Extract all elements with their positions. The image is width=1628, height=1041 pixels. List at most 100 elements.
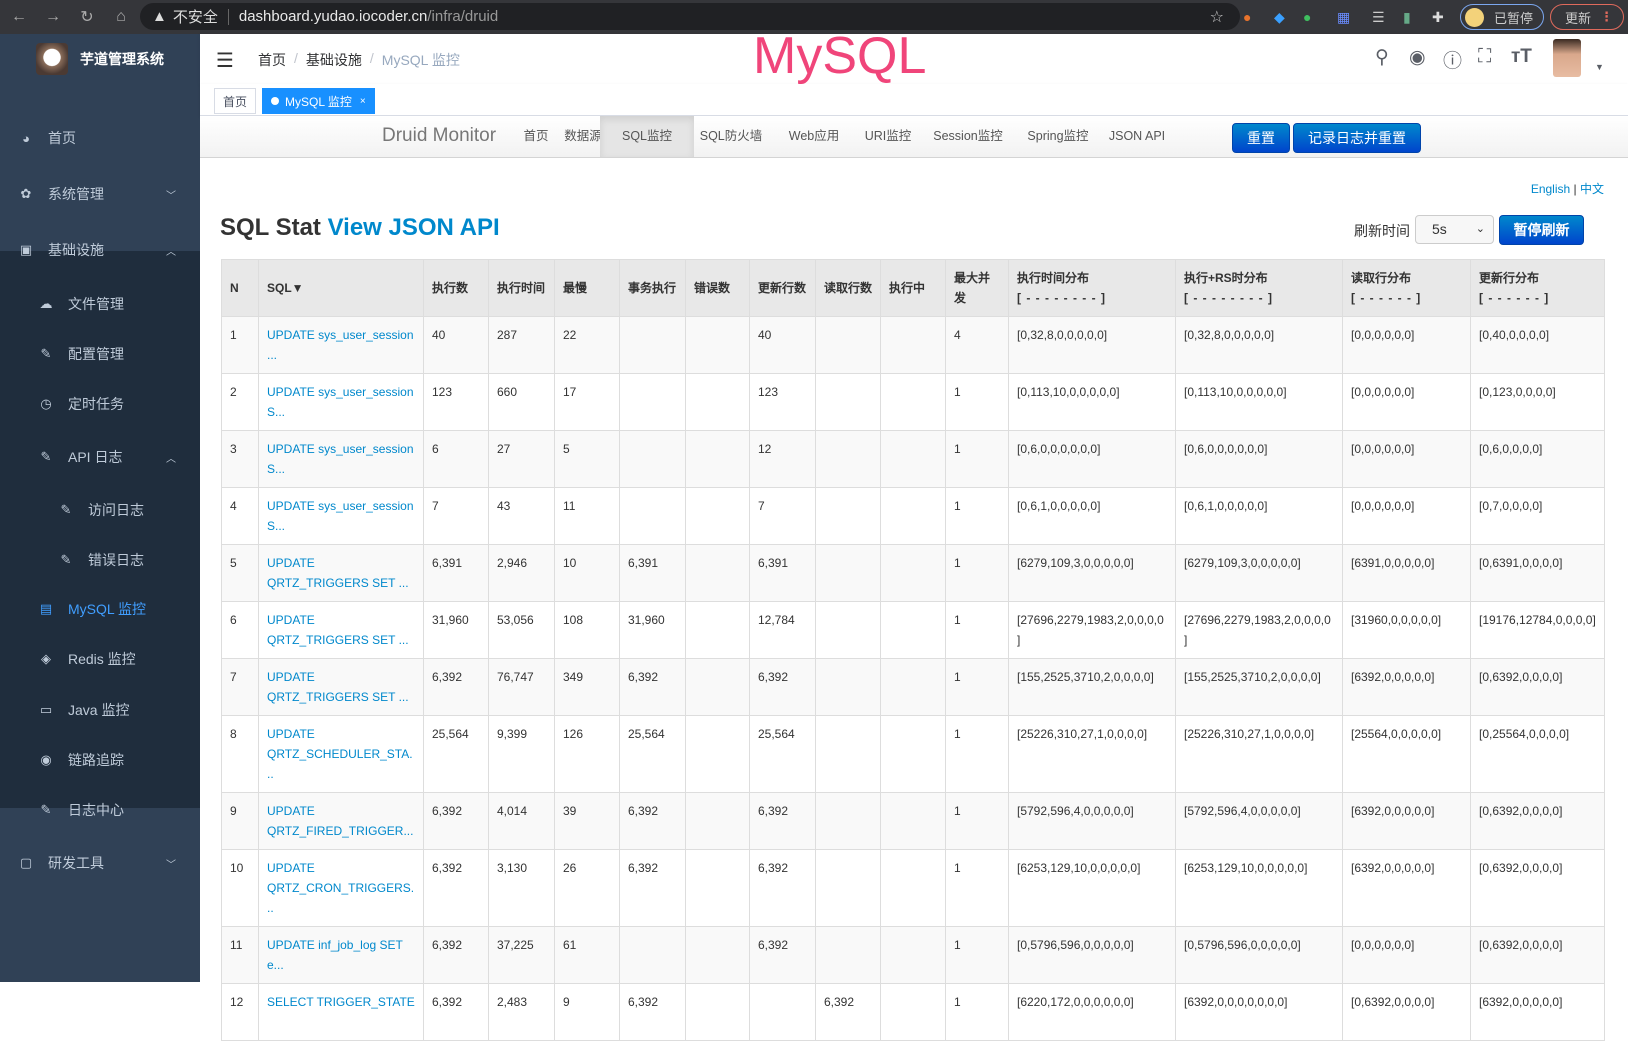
refresh-interval-select[interactable]: 5s ⌄ — [1415, 215, 1494, 244]
fullscreen-icon[interactable]: ⛶ — [1478, 46, 1492, 67]
table-cell: 5 — [221, 544, 259, 602]
sql-link[interactable]: UPDATE sys_user_session S... — [267, 442, 414, 476]
puzzle-icon[interactable]: ✚ — [1432, 8, 1444, 25]
table-cell: [0,6,0,0,0,0,0,0] — [1008, 430, 1176, 488]
sidebar-item-0[interactable]: ◕ 首页 — [0, 112, 200, 164]
app-logo[interactable]: 芋道管理系统 — [0, 34, 200, 84]
sidebar-item-8[interactable]: ✎ 错误日志 — [0, 534, 200, 586]
address-bar[interactable]: ▲ 不安全 dashboard.yudao.iocoder.cn/infra/d… — [140, 3, 1240, 30]
dashboard-icon: ◕ — [22, 130, 30, 146]
column-header[interactable]: SQL▼ — [258, 259, 424, 317]
header-range: [ - - - - - - ] — [1351, 291, 1422, 305]
lang-english[interactable]: English — [1530, 182, 1571, 196]
log-icon: ✎ — [40, 802, 52, 817]
extension-icon[interactable]: ▦ — [1337, 8, 1351, 25]
search-icon[interactable]: ⚲ — [1375, 47, 1389, 68]
back-icon[interactable]: ← — [11, 8, 27, 25]
bookmark-star-icon[interactable]: ☆ — [1209, 8, 1224, 26]
chevron-up-icon: ︿ — [166, 453, 176, 465]
breadcrumb-home[interactable]: 首页 — [258, 52, 286, 68]
table-cell — [685, 926, 750, 984]
sidebar-item-2[interactable]: ▣ 基础设施 ︿ — [0, 224, 200, 276]
caret-down-icon[interactable]: ▼ — [1595, 62, 1604, 72]
sidebar-item-1[interactable]: ✿ 系统管理 ﹀ — [0, 168, 200, 220]
druid-nav-5[interactable]: URI监控 — [864, 129, 912, 143]
druid-nav-8[interactable]: JSON API — [1108, 129, 1166, 143]
druid-nav-1[interactable]: 数据源 — [564, 129, 602, 143]
druid-nav-4[interactable]: Web应用 — [788, 129, 840, 143]
sidebar-item-12[interactable]: ◉ 链路追踪 — [0, 734, 200, 786]
sidebar-item-14[interactable]: ▢ 研发工具 ﹀ — [0, 837, 200, 889]
table-cell: UPDATE QRTZ_FIRED_TRIGGER... — [258, 792, 424, 850]
sidebar-item-6[interactable]: ✎ API 日志 ︿ — [0, 431, 200, 483]
druid-nav-0[interactable]: 首页 — [523, 129, 549, 143]
table-cell: 1 — [945, 658, 1009, 716]
table-cell: 76,747 — [488, 658, 555, 716]
extension-icon[interactable]: ▮ — [1403, 8, 1411, 25]
user-avatar[interactable] — [1553, 39, 1581, 77]
help-icon[interactable]: ⓘ — [1443, 51, 1463, 72]
sql-link[interactable]: SELECT TRIGGER_STATE — [267, 995, 415, 1009]
breadcrumb-infra[interactable]: 基础设施 — [305, 52, 362, 68]
header-label: 最大并发 — [954, 271, 991, 305]
hamburger-icon[interactable]: ☰ — [216, 50, 234, 72]
sql-link[interactable]: UPDATE QRTZ_TRIGGERS SET ... — [267, 670, 409, 704]
log-and-reset-button[interactable]: 记录日志并重置 — [1293, 123, 1421, 153]
table-cell: UPDATE QRTZ_TRIGGERS SET ... — [258, 544, 424, 602]
more-icon: ⋮ — [1600, 9, 1613, 24]
druid-nav-3[interactable]: SQL防火墙 — [699, 129, 763, 143]
table-cell: [6279,109,3,0,0,0,0,0] — [1175, 544, 1343, 602]
sidebar-item-10[interactable]: ◈ Redis 监控 — [0, 633, 200, 685]
sidebar-item-9[interactable]: ▤ MySQL 监控 — [0, 583, 200, 635]
table-cell: 6,392 — [423, 849, 489, 927]
druid-brand[interactable]: Druid Monitor — [382, 125, 497, 146]
table-cell: [6392,0,0,0,0,0] — [1470, 983, 1605, 1041]
sql-link[interactable]: UPDATE QRTZ_SCHEDULER_STA... — [267, 727, 413, 781]
table-cell — [880, 544, 946, 602]
view-json-api-link[interactable]: View JSON API — [327, 214, 500, 241]
font-size-icon[interactable]: ᴛT — [1511, 46, 1532, 67]
sidebar-item-4[interactable]: ✎ 配置管理 — [0, 328, 200, 380]
forward-icon[interactable]: → — [45, 8, 61, 25]
druid-nav-2[interactable]: SQL监控 — [600, 116, 694, 157]
sql-link[interactable]: UPDATE sys_user_session S... — [267, 385, 414, 419]
table-cell: [6392,0,0,0,0,0] — [1342, 849, 1471, 927]
sql-link[interactable]: UPDATE sys_user_session ... — [267, 328, 414, 362]
table-cell: 10 — [554, 544, 620, 602]
sql-link[interactable]: UPDATE inf_job_log SET e... — [267, 938, 403, 972]
table-cell: [0,6,1,0,0,0,0,0] — [1008, 487, 1176, 545]
update-button[interactable]: 更新 ⋮ — [1550, 4, 1624, 30]
table-cell: [0,5796,596,0,0,0,0,0] — [1175, 926, 1343, 984]
extension-icon[interactable]: ☰ — [1372, 8, 1385, 25]
sql-link[interactable]: UPDATE QRTZ_TRIGGERS SET ... — [267, 613, 409, 647]
druid-nav-6[interactable]: Session监控 — [933, 129, 1003, 143]
table-cell: 25,564 — [423, 715, 489, 793]
sql-link[interactable]: UPDATE QRTZ_CRON_TRIGGERS... — [267, 861, 415, 915]
sidebar-item-7[interactable]: ✎ 访问日志 — [0, 484, 200, 536]
table-cell: 10 — [221, 849, 259, 927]
sql-link[interactable]: UPDATE sys_user_session S... — [267, 499, 414, 533]
sidebar-item-3[interactable]: ☁ 文件管理 — [0, 278, 200, 330]
pause-refresh-button[interactable]: 暂停刷新 — [1499, 215, 1584, 245]
sidebar-item-11[interactable]: ▭ Java 监控 — [0, 684, 200, 736]
submenu-background — [0, 251, 200, 808]
reload-icon[interactable]: ↻ — [80, 9, 94, 26]
close-icon[interactable]: × — [359, 95, 366, 107]
sql-link[interactable]: UPDATE QRTZ_TRIGGERS SET ... — [267, 556, 409, 590]
druid-nav-7[interactable]: Spring监控 — [1027, 129, 1089, 143]
home-icon[interactable]: ⌂ — [116, 8, 126, 25]
sidebar-item-13[interactable]: ✎ 日志中心 — [0, 784, 200, 836]
extension-icon[interactable]: ● — [1243, 9, 1252, 25]
table-cell: 6,392 — [619, 849, 686, 927]
extension-icon[interactable]: ● — [1303, 9, 1312, 25]
extension-icon[interactable]: ◆ — [1274, 8, 1285, 25]
github-icon[interactable]: ◉ — [1409, 47, 1426, 68]
sql-link[interactable]: UPDATE QRTZ_FIRED_TRIGGER... — [267, 804, 414, 838]
profile-paused-button[interactable]: 已暂停 — [1460, 4, 1544, 30]
lang-chinese[interactable]: 中文 — [1579, 182, 1604, 196]
tag-mysql[interactable]: MySQL 监控 × — [262, 88, 375, 114]
url-path: /infra/druid — [427, 8, 499, 25]
sidebar-item-5[interactable]: ◷ 定时任务 — [0, 378, 200, 430]
reset-button[interactable]: 重置 — [1232, 123, 1290, 153]
tag-home[interactable]: 首页 — [214, 88, 257, 114]
